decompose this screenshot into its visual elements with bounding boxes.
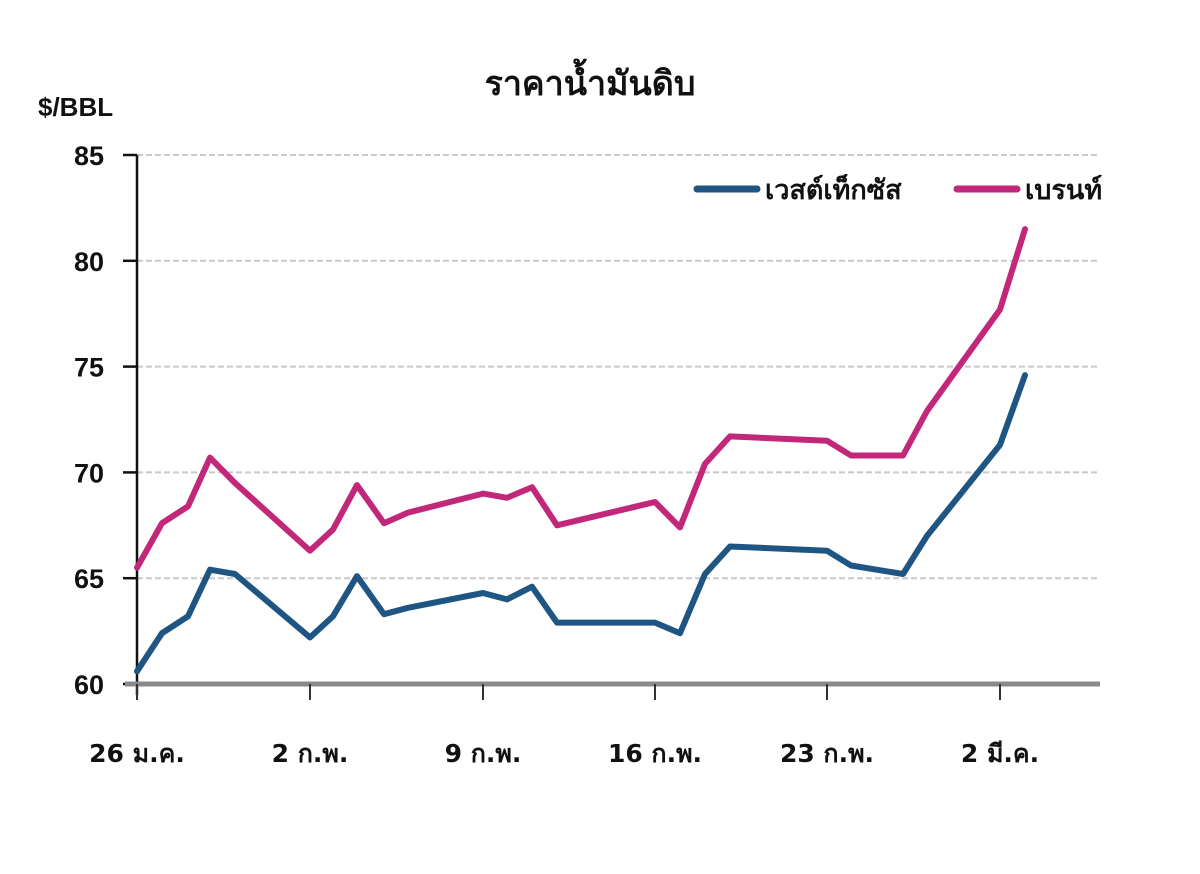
y-tick-label: 85 <box>74 141 104 171</box>
y-tick-label: 60 <box>74 670 104 700</box>
series-lines <box>134 226 1028 675</box>
x-tick-label: 26 ม.ค. <box>89 739 185 768</box>
y-tick-label: 75 <box>74 353 104 383</box>
chart-title: ราคาน้ำมันดิบ <box>485 58 696 104</box>
y-tick-label: 65 <box>74 564 104 594</box>
x-tick-label: 23 ก.พ. <box>780 739 874 768</box>
x-tick-label: 2 มี.ค. <box>961 739 1039 768</box>
legend-label-wti: เวสต์เท็กซัส <box>765 172 902 206</box>
brent-price-line <box>134 226 1028 571</box>
y-axis-ticks: 60 65 70 75 80 85 <box>74 141 137 700</box>
legend: เวสต์เท็กซัส เบรนท์ <box>693 172 1102 206</box>
x-tick-label: 2 ก.พ. <box>272 739 349 768</box>
wti-price-line <box>134 372 1028 675</box>
gridlines <box>137 154 1100 580</box>
y-axis-unit-label: $/BBL <box>38 92 113 122</box>
legend-label-brent: เบรนท์ <box>1025 174 1102 206</box>
x-tick-label: 9 ก.พ. <box>445 739 522 768</box>
x-axis-ticks: 26 ม.ค. 2 ก.พ. 9 ก.พ. 16 ก.พ. 23 ก.พ. 2 มี.ค. <box>89 684 1039 768</box>
y-tick-label: 70 <box>74 458 104 488</box>
y-tick-label: 80 <box>74 247 104 277</box>
x-tick-label: 16 ก.พ. <box>608 739 702 768</box>
